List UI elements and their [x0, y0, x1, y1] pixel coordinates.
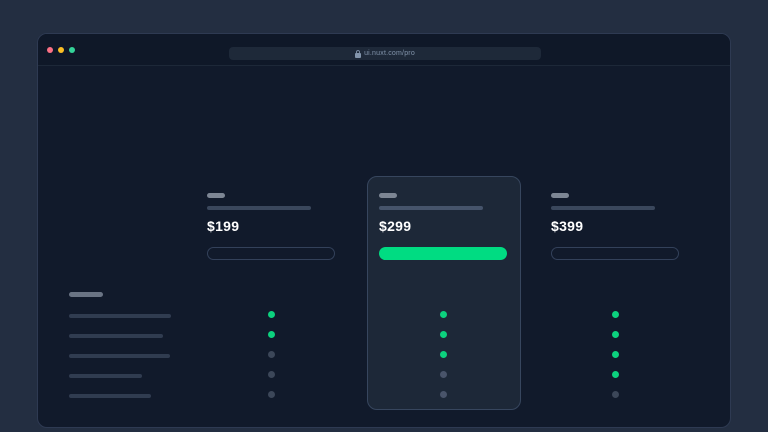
feature-dot — [439, 371, 447, 378]
browser-window: ui.nuxt.com/pro $199 — [37, 33, 731, 428]
feature-dot — [439, 391, 447, 398]
feature-dots-column — [551, 311, 679, 398]
plan-title-skeleton — [551, 193, 569, 198]
feature-dot — [611, 331, 619, 338]
feature-label-skeleton — [69, 314, 171, 318]
plan-column-3: $399 — [551, 66, 679, 427]
address-bar[interactable]: ui.nuxt.com/pro — [229, 47, 541, 60]
plan-column-2: $299 — [379, 66, 507, 427]
plan-cta-button[interactable] — [551, 247, 679, 260]
minimize-window-icon[interactable] — [58, 47, 64, 53]
feature-label-skeleton — [69, 334, 163, 338]
feature-dots-column — [379, 311, 507, 398]
feature-dot — [439, 331, 447, 338]
feature-dot — [611, 391, 619, 398]
plan-price: $399 — [551, 218, 584, 234]
feature-label-skeleton — [69, 354, 170, 358]
traffic-lights — [47, 47, 75, 53]
feature-dot — [439, 311, 447, 318]
plan-description-skeleton — [551, 206, 655, 210]
feature-dots-column — [207, 311, 335, 398]
feature-dot — [611, 311, 619, 318]
plan-title-skeleton — [207, 193, 225, 198]
browser-titlebar: ui.nuxt.com/pro — [38, 34, 730, 66]
pricing-page: $199 $299 — [38, 66, 730, 427]
close-window-icon[interactable] — [47, 47, 53, 53]
feature-dot — [267, 331, 275, 338]
plan-price: $299 — [379, 218, 412, 234]
feature-dot — [611, 371, 619, 378]
plan-description-skeleton — [207, 206, 311, 210]
feature-label-skeleton — [69, 374, 142, 378]
plan-price: $199 — [207, 218, 240, 234]
feature-dot — [267, 371, 275, 378]
plan-cta-button[interactable] — [207, 247, 335, 260]
plan-cta-button[interactable] — [379, 247, 507, 260]
plan-title-skeleton — [379, 193, 397, 198]
feature-dot — [267, 311, 275, 318]
plan-description-skeleton — [379, 206, 483, 210]
zoom-window-icon[interactable] — [69, 47, 75, 53]
feature-dot — [267, 391, 275, 398]
feature-label-skeleton — [69, 394, 151, 398]
feature-dot — [611, 351, 619, 358]
url-text: ui.nuxt.com/pro — [364, 50, 415, 57]
feature-dot — [439, 351, 447, 358]
lock-icon — [355, 49, 362, 58]
features-heading-skeleton — [69, 292, 103, 297]
plan-column-1: $199 — [207, 66, 335, 427]
feature-dot — [267, 351, 275, 358]
